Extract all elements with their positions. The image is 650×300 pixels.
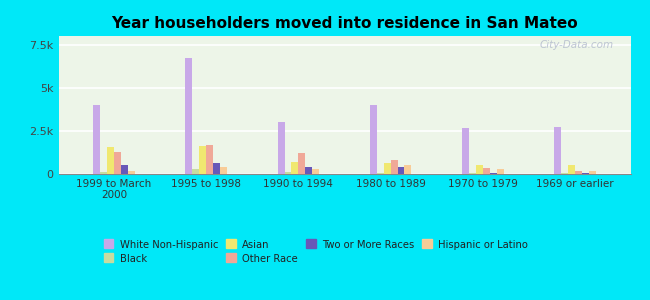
Bar — [398, 167, 404, 174]
Bar — [312, 169, 319, 174]
Bar — [291, 162, 298, 174]
Bar — [582, 173, 589, 174]
Bar — [497, 169, 504, 174]
Bar — [377, 172, 384, 174]
Bar — [121, 164, 127, 174]
Bar — [93, 105, 100, 174]
Bar — [391, 160, 398, 174]
Bar — [114, 152, 121, 174]
Bar — [554, 127, 562, 174]
Bar — [476, 164, 483, 174]
Bar — [370, 105, 377, 174]
Bar — [127, 171, 135, 174]
Bar — [185, 58, 192, 174]
Bar — [199, 146, 206, 174]
Title: Year householders moved into residence in San Mateo: Year householders moved into residence i… — [111, 16, 578, 31]
Bar — [107, 147, 114, 174]
Bar — [469, 172, 476, 174]
Legend: White Non-Hispanic, Black, Asian, Other Race, Two or More Races, Hispanic or Lat: White Non-Hispanic, Black, Asian, Other … — [101, 237, 531, 267]
Bar — [213, 163, 220, 174]
Bar — [462, 128, 469, 174]
Bar — [483, 168, 490, 174]
Bar — [206, 145, 213, 174]
Bar — [298, 153, 306, 174]
Bar — [404, 165, 411, 174]
Bar — [285, 172, 291, 174]
Bar — [278, 122, 285, 174]
Bar — [384, 163, 391, 174]
Bar — [100, 172, 107, 174]
Bar — [220, 167, 227, 174]
Bar — [568, 165, 575, 174]
Bar — [192, 169, 199, 174]
Text: City-Data.com: City-Data.com — [540, 40, 614, 50]
Bar — [562, 173, 568, 174]
Bar — [575, 171, 582, 174]
Bar — [306, 167, 312, 174]
Bar — [589, 171, 596, 174]
Bar — [490, 173, 497, 174]
